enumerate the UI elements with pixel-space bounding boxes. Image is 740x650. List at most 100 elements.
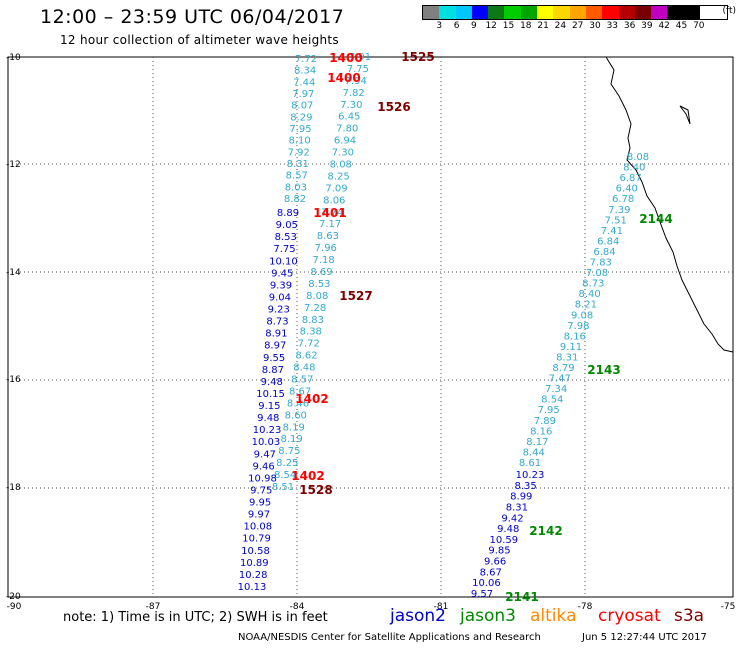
wave-height-value: 8.08 [330, 160, 352, 171]
wave-height-value: 10.13 [238, 582, 267, 593]
wave-height-value: 8.73 [266, 317, 288, 328]
wave-height-value: 8.19 [280, 434, 302, 445]
legend-label: 39 [641, 21, 653, 31]
wave-height-value: 7.30 [332, 148, 354, 159]
wave-height-value: 10.89 [240, 558, 269, 569]
pass-number-label: 2143 [587, 363, 620, 377]
legend-swatch [520, 6, 538, 19]
wave-height-value: 9.05 [276, 220, 298, 231]
wave-height-value: 8.10 [288, 136, 310, 147]
wave-height-value: 10.23 [516, 470, 545, 481]
wave-height-value: 10.28 [239, 570, 268, 581]
wave-height-value: 10.59 [489, 535, 518, 546]
pass-number-label: 1402 [295, 392, 328, 406]
wave-height-value: 7.75 [273, 244, 295, 255]
wave-height-value: 9.23 [268, 305, 290, 316]
wave-height-value: 7.72 [295, 54, 317, 65]
lon-label: -87 [145, 602, 161, 612]
wave-height-value: 10.23 [253, 425, 282, 436]
wave-height-value: 7.51 [605, 215, 627, 226]
satellite-s3a: s3a [674, 606, 705, 626]
legend-swatch [504, 6, 521, 19]
wave-height-value: 8.48 [293, 363, 315, 374]
legend-label: 6 [453, 21, 460, 31]
satellite-jason2: jason2 [390, 606, 446, 626]
wave-height-value: 6.87 [619, 173, 641, 184]
footnote: note: 1) Time is in UTC; 2) SWH is in fe… [63, 610, 328, 625]
wave-height-value: 8.46 [287, 398, 309, 409]
legend-swatch [423, 6, 440, 19]
wave-height-value: 9.97 [248, 510, 270, 521]
wave-height-value: 8.40 [623, 163, 645, 174]
wave-height-value: 8.08 [627, 152, 649, 163]
wave-height-value: 9.46 [252, 461, 274, 472]
wave-height-value: 7.44 [293, 77, 315, 88]
pass-number-label: 2142 [529, 524, 562, 538]
generated-timestamp: Jun 5 12:27:44 UTC 2017 [582, 632, 707, 643]
wave-height-value: 8.51 [272, 482, 294, 493]
wave-height-value: 7.80 [336, 124, 358, 135]
wave-height-value: 8.57 [291, 375, 313, 386]
legend-swatch [488, 6, 505, 19]
wave-height-value: 8.29 [290, 112, 312, 123]
page-subtitle: 12 hour collection of altimeter wave hei… [60, 33, 339, 47]
wave-height-value: 6.45 [338, 112, 360, 123]
wave-height-value: 7.96 [315, 243, 337, 254]
wave-height-value: 8.54 [274, 470, 296, 481]
wave-height-value: 9.95 [249, 498, 271, 509]
lon-label: -81 [433, 602, 449, 612]
legend-label: 27 [571, 21, 584, 31]
legend-swatch [537, 6, 554, 19]
wave-height-value: 8.69 [310, 267, 332, 278]
legend-swatch [471, 6, 489, 19]
wave-height-value: 8.31 [556, 353, 578, 364]
lon-label: -90 [6, 602, 22, 612]
wave-height-value: 7.72 [298, 339, 320, 350]
wave-height-value: 7.09 [325, 183, 347, 194]
pass-number-label: 2141 [505, 590, 538, 604]
legend-label: 36 [623, 21, 636, 31]
wave-height-value: 6.78 [612, 194, 634, 205]
map-frame [7, 56, 734, 598]
lat-label: -18 [6, 483, 21, 493]
legend-swatch [569, 6, 586, 19]
coastline [605, 56, 734, 353]
wave-height-value: 9.42 [501, 513, 523, 524]
wave-height-value: 7.41 [601, 226, 623, 237]
pass-number-label: 1400 [329, 51, 362, 65]
wave-height-value: 6.84 [597, 236, 619, 247]
lon-label: -75 [720, 602, 736, 612]
wave-height-value: 10.08 [243, 522, 272, 533]
pass-number-label: 1525 [401, 50, 434, 64]
wave-height-value: 8.63 [317, 231, 339, 242]
lon-label: -78 [577, 602, 593, 612]
lat-label: -20 [6, 592, 21, 602]
wave-height-value: 7.75 [347, 64, 369, 75]
wave-height-value: 7.47 [549, 374, 571, 385]
wave-height-value: 9.55 [263, 353, 285, 364]
wave-height-value: 9.08 [571, 310, 593, 321]
wave-height-value: 10.10 [269, 256, 298, 267]
wave-height-value: 6.40 [616, 184, 638, 195]
wave-height-value: 9.57 [471, 589, 493, 600]
wave-height-value: 7.98 [567, 321, 589, 332]
pass-labels: 1400 152514001526140115271402140215282144… [291, 50, 672, 604]
wave-height-value: 9.15 [258, 401, 280, 412]
wave-height-value: 9.75 [250, 486, 272, 497]
legend-swatch [585, 6, 603, 19]
wave-height-value: 10.98 [248, 473, 277, 484]
wave-height-value: 8.54 [541, 395, 563, 406]
wave-height-value: 8.89 [277, 208, 299, 219]
legend-label: 30 [589, 21, 601, 31]
legend-swatch [439, 6, 456, 19]
wave-height-value: 8.73 [582, 279, 604, 290]
wave-height-value: 8.16 [530, 426, 552, 437]
wave-height-value: 7.92 [288, 147, 310, 158]
wave-height-value: 8.57 [286, 171, 308, 182]
wave-height-value: 6.84 [593, 247, 615, 258]
legend-label: 12 [485, 21, 497, 31]
wave-height-value: 9.47 [254, 449, 276, 460]
satellite-jason3: jason3 [460, 606, 516, 626]
wave-height-value: 7.95 [289, 124, 311, 135]
